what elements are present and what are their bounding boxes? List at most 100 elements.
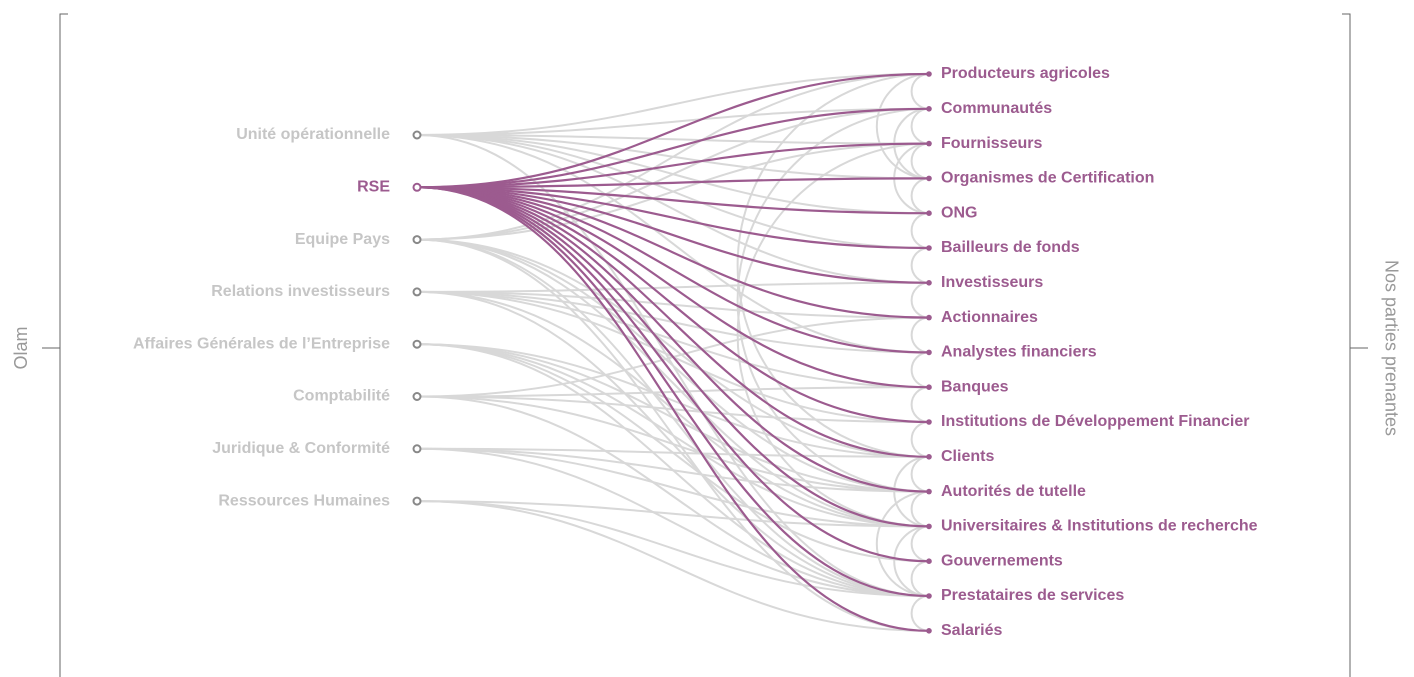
highlight-link: [416, 186, 930, 389]
link: [416, 395, 930, 493]
right-bracket: [1342, 13, 1368, 677]
peer-link: [910, 560, 930, 597]
right-node: [926, 384, 932, 391]
link: [416, 447, 930, 458]
highlight-link: [416, 186, 930, 284]
right-node: [926, 106, 932, 112]
link: [416, 73, 930, 136]
highlight-link: [416, 186, 930, 458]
right-node-label: Clients: [941, 448, 994, 465]
highlight-link: [416, 186, 930, 354]
left-node: [412, 339, 422, 349]
left-node: [412, 182, 422, 192]
right-node-label: ONG: [941, 204, 977, 221]
left-node-label: RSE: [357, 179, 390, 196]
highlight-link: [416, 186, 930, 598]
peer-link: [910, 455, 930, 493]
peer-link: [910, 73, 930, 110]
peer-links: [736, 73, 930, 632]
peer-link: [910, 386, 930, 423]
peer-link: [910, 351, 930, 389]
right-node-label: Analystes financiers: [941, 344, 1097, 361]
link: [416, 500, 930, 528]
right-node-label: Institutions de Développement Financier: [941, 413, 1250, 430]
peer-link: [910, 595, 930, 632]
left-node: [412, 444, 422, 454]
right-node: [926, 454, 932, 460]
right-node-label: Producteurs agricoles: [941, 65, 1110, 82]
link: [416, 500, 930, 632]
left-node: [412, 130, 422, 140]
left-node-label: Comptabilité: [293, 388, 390, 405]
link: [416, 343, 930, 528]
highlight-link: [416, 186, 930, 563]
right-node: [926, 523, 932, 530]
highlight-link: [416, 186, 930, 424]
link: [416, 134, 930, 145]
peer-link: [910, 142, 930, 180]
left-node-label: Relations investisseurs: [211, 283, 390, 300]
right-node: [926, 628, 932, 634]
right-node-label: Autorités de tutelle: [941, 483, 1086, 500]
right-node-label: Gouvernements: [941, 552, 1063, 569]
peer-link: [875, 73, 930, 180]
left-node-label: Unité opérationnelle: [236, 126, 390, 143]
link: [416, 73, 930, 241]
right-node: [926, 140, 932, 147]
left-node: [412, 392, 422, 401]
peer-link: [736, 73, 930, 458]
left-node-label: Equipe Pays: [295, 231, 390, 248]
right-node: [926, 314, 932, 321]
left-node-label: Ressources Humaines: [218, 492, 390, 509]
peer-link: [910, 281, 930, 319]
highlight-link: [416, 186, 930, 215]
right-node-label: Communautés: [941, 100, 1052, 117]
right-node: [926, 245, 932, 251]
right-node: [926, 593, 932, 599]
peer-link: [736, 107, 930, 493]
right-node: [926, 558, 932, 564]
left-node-label: Juridique & Conformité: [212, 440, 390, 457]
link: [416, 395, 930, 597]
right-node: [926, 71, 932, 77]
highlight-link: [416, 177, 930, 189]
right-node: [926, 419, 932, 425]
left-node-label: Affaires Générales de l’Entreprise: [133, 335, 390, 352]
peer-link: [893, 525, 930, 597]
peer-link: [910, 525, 930, 563]
highlight-link: [416, 186, 930, 319]
peer-link: [875, 490, 930, 597]
link: [416, 134, 930, 354]
link: [416, 447, 930, 493]
link: [416, 238, 930, 458]
right-node-label: Investisseurs: [941, 274, 1043, 291]
left-node: [412, 496, 422, 506]
highlight-link: [416, 186, 930, 493]
peer-link: [910, 247, 930, 284]
right-node-label: Universitaires & Institutions de recherc…: [941, 518, 1258, 535]
peer-link: [910, 107, 930, 145]
peer-link: [910, 212, 930, 249]
highlight-link: [416, 107, 930, 189]
highlight-link: [416, 186, 930, 528]
link: [416, 238, 930, 528]
right-node-label: Actionnaires: [941, 309, 1038, 326]
link: [416, 107, 930, 136]
highlight-links: [416, 72, 930, 632]
right-node-label: Bailleurs de fonds: [941, 239, 1080, 256]
link: [416, 107, 930, 241]
nodes: Unité opérationnelle RSE Equipe Pays Relati…: [133, 65, 1258, 639]
right-node: [926, 488, 932, 495]
peer-link: [910, 316, 930, 354]
left-node: [412, 287, 422, 297]
right-node-label: Banques: [941, 378, 1009, 395]
highlight-link: [416, 72, 930, 189]
link: [416, 343, 930, 458]
link: [416, 447, 930, 528]
highlight-link: [416, 186, 930, 250]
right-node-label: Prestataires de services: [941, 587, 1124, 604]
link: [416, 134, 930, 284]
right-axis-label: Nos parties prenantes: [1381, 260, 1401, 436]
link: [416, 500, 930, 597]
